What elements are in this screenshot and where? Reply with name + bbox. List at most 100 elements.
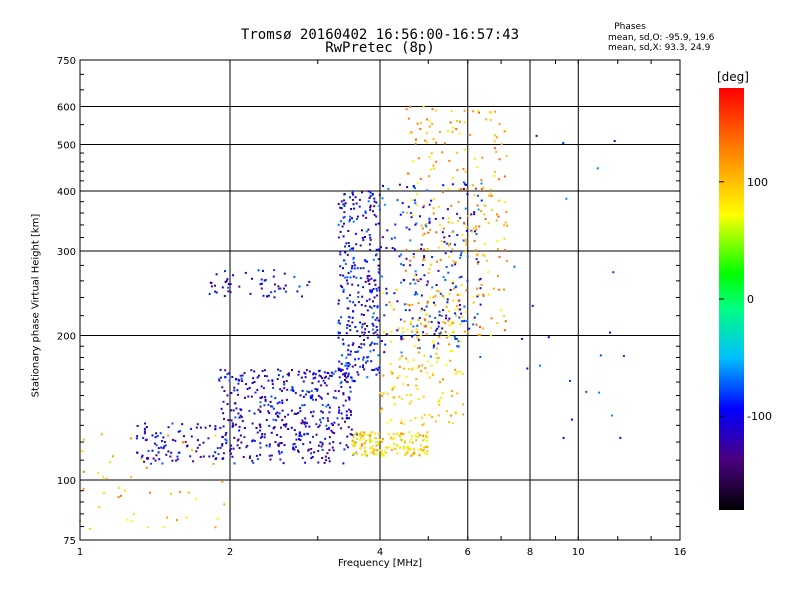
data-point [613, 140, 616, 142]
data-point [368, 278, 371, 281]
data-point [562, 437, 565, 439]
data-point [260, 278, 263, 281]
data-point [451, 282, 454, 285]
data-point [287, 374, 290, 377]
data-point [237, 412, 240, 415]
data-point [362, 437, 365, 440]
data-point [199, 426, 202, 429]
data-point [414, 142, 417, 145]
data-point [430, 321, 433, 323]
data-point [446, 301, 449, 304]
data-point [270, 454, 273, 457]
data-point [328, 436, 331, 439]
data-point [244, 271, 247, 274]
data-point [435, 360, 438, 363]
data-point [351, 441, 354, 444]
data-point [477, 261, 480, 264]
data-point [315, 423, 318, 426]
data-point [270, 291, 273, 294]
data-point [393, 437, 396, 440]
data-point [374, 283, 377, 286]
data-point [426, 445, 429, 448]
data-point [361, 453, 364, 456]
data-point [373, 296, 376, 299]
data-point [441, 151, 444, 154]
data-point [343, 203, 346, 206]
data-point [318, 374, 321, 377]
data-point [325, 405, 328, 408]
data-point [457, 201, 460, 204]
data-point [495, 219, 498, 222]
data-point [461, 373, 464, 375]
data-point [355, 453, 358, 456]
data-point [427, 231, 430, 234]
data-point [562, 142, 565, 144]
data-point [480, 179, 483, 182]
data-point [422, 258, 425, 261]
data-point [224, 434, 227, 437]
data-point [278, 442, 281, 445]
data-point [339, 220, 342, 223]
data-point [337, 223, 340, 226]
data-point [373, 200, 376, 203]
data-point [345, 380, 348, 383]
data-point [281, 419, 284, 422]
data-point [306, 432, 309, 435]
data-point [438, 131, 441, 133]
data-point [403, 320, 406, 323]
data-point [366, 309, 369, 312]
data-point [224, 281, 227, 283]
data-point [231, 425, 234, 428]
data-point [356, 330, 359, 333]
data-point [346, 364, 348, 367]
data-point [479, 356, 482, 358]
data-point [370, 306, 373, 309]
data-point [506, 224, 509, 227]
data-point [259, 396, 262, 399]
data-point [485, 118, 488, 121]
data-point [426, 280, 429, 283]
data-point [225, 439, 228, 442]
data-point [238, 429, 241, 432]
data-point [363, 322, 366, 325]
data-point [488, 194, 491, 197]
data-point [337, 390, 340, 393]
data-point [352, 275, 355, 278]
data-point [433, 344, 435, 347]
data-point [327, 372, 330, 375]
data-point [378, 208, 381, 211]
data-point [432, 340, 435, 343]
data-point [447, 130, 449, 133]
data-point [377, 248, 380, 251]
data-point [159, 432, 162, 435]
data-point [415, 279, 418, 282]
data-point [503, 288, 505, 291]
data-point [414, 274, 416, 277]
data-point [342, 462, 345, 465]
data-point [367, 280, 370, 282]
data-point [374, 432, 377, 435]
data-point [320, 375, 322, 378]
data-point [354, 351, 357, 353]
data-point [435, 284, 438, 286]
data-point [457, 345, 460, 348]
data-point [239, 408, 242, 411]
data-point [383, 449, 386, 452]
data-point [426, 302, 429, 305]
data-point [442, 217, 445, 220]
data-point [446, 298, 449, 301]
data-point [483, 242, 486, 245]
data-point [162, 436, 165, 439]
data-point [425, 225, 428, 228]
data-point [339, 253, 342, 256]
data-point [403, 441, 406, 444]
data-point [409, 320, 412, 323]
data-point [339, 368, 342, 371]
data-point [354, 433, 357, 436]
data-point [456, 169, 459, 172]
data-point [482, 293, 485, 296]
data-point [353, 444, 356, 447]
data-point [426, 440, 429, 442]
data-point [409, 419, 412, 422]
data-point [351, 343, 354, 346]
